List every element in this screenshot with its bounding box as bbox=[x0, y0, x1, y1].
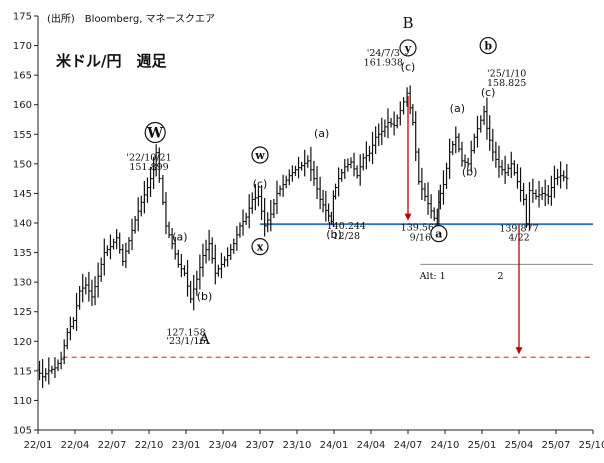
annotation-c-26: (c) bbox=[481, 86, 496, 99]
y-tick-label-155: 155 bbox=[13, 130, 32, 141]
reference-lines bbox=[62, 223, 593, 358]
annotation-a-3: (a) bbox=[172, 231, 187, 244]
wave-label-y-16: y bbox=[404, 42, 412, 55]
x-tick-label-25-07: 25/07 bbox=[542, 440, 571, 451]
x-tick-label-24-04: 24/04 bbox=[357, 440, 386, 451]
annotation-a-7: A bbox=[198, 330, 210, 348]
annotation-a-11: (a) bbox=[314, 127, 329, 140]
y-tick-label-105: 105 bbox=[13, 426, 32, 437]
y-tick-label-120: 120 bbox=[13, 337, 32, 348]
annotation-alt-1-31: Alt: 1 bbox=[419, 271, 446, 282]
x-tick-label-24-01: 24/01 bbox=[320, 440, 349, 451]
annotation-139-877-29: 139.877 bbox=[499, 223, 538, 234]
annotation-140-244-13: 140.244 bbox=[327, 221, 366, 232]
wave-circle-w-8 bbox=[251, 146, 269, 164]
x-tick-label-25-04: 25/04 bbox=[505, 440, 534, 451]
y-tick-label-175: 175 bbox=[13, 12, 32, 23]
annotation-151-899-2: 151.899 bbox=[129, 162, 168, 173]
annotation-b-15: B bbox=[402, 14, 413, 32]
y-tick-label-165: 165 bbox=[13, 71, 32, 82]
price-series bbox=[37, 85, 569, 389]
y-tick-label-130: 130 bbox=[13, 278, 32, 289]
annotation-c-9: (c) bbox=[253, 178, 268, 191]
axes: 105 110 115 120 125 130 135 140 145 150 155 160 165 1… bbox=[13, 12, 604, 452]
y-tick-label-110: 110 bbox=[13, 396, 32, 407]
annotation-139-565-20: 139.565 bbox=[401, 223, 440, 234]
annotation-4-22-30: 4/22 bbox=[508, 233, 529, 244]
annotation-161-938-18: 161.938 bbox=[364, 58, 403, 69]
y-tick-label-145: 145 bbox=[13, 189, 32, 200]
wave-circle-y-16 bbox=[399, 39, 417, 57]
wave-label-b-25: b bbox=[484, 40, 492, 53]
y-tick-label-170: 170 bbox=[13, 41, 32, 52]
annotation-12-28-14: 12/28 bbox=[333, 231, 360, 242]
wave-label-a-22: a bbox=[435, 228, 442, 241]
x-tick-label-22-04: 22/04 bbox=[61, 440, 90, 451]
annotation-a-23: (a) bbox=[450, 102, 465, 115]
x-tick-label-25-01: 25/01 bbox=[468, 440, 497, 451]
wave-circle-x-10 bbox=[251, 238, 269, 256]
annotation-2-32: 2 bbox=[497, 271, 503, 282]
y-tick-label-150: 150 bbox=[13, 159, 32, 170]
arrow-head-1 bbox=[404, 213, 412, 221]
x-tick-label-25-10: 25/10 bbox=[579, 440, 604, 451]
y-tick-label-115: 115 bbox=[13, 366, 32, 377]
x-tick-label-23-07: 23/07 bbox=[246, 440, 275, 451]
annotation-b-12: (b) bbox=[326, 228, 342, 241]
x-tick-label-23-04: 23/04 bbox=[209, 440, 238, 451]
x-tick-label-22-07: 22/07 bbox=[98, 440, 127, 451]
x-tick-label-24-07: 24/07 bbox=[394, 440, 423, 451]
y-tick-label-135: 135 bbox=[13, 248, 32, 259]
annotation-158-825-28: 158.825 bbox=[487, 78, 526, 89]
x-tick-label-24-10: 24/10 bbox=[431, 440, 460, 451]
annotation-24-7-3-17: '24/7/3 bbox=[367, 48, 400, 59]
arrows bbox=[404, 95, 523, 355]
annotation-c-19: (c) bbox=[401, 60, 416, 73]
annotation-b-24: (b) bbox=[462, 166, 478, 179]
x-tick-label-22-10: 22/10 bbox=[135, 440, 164, 451]
annotation-b-4: (b) bbox=[197, 290, 213, 303]
annotation-22-10-21-1: '22/10/21 bbox=[126, 152, 171, 163]
wave-label-w-0: W bbox=[146, 126, 163, 142]
y-tick-label-160: 160 bbox=[13, 100, 32, 111]
y-tick-label-125: 125 bbox=[13, 307, 32, 318]
wave-circle-w-0 bbox=[144, 121, 166, 144]
wave-circle-a-22 bbox=[430, 225, 448, 243]
annotation-127-158-5: 127.158 bbox=[166, 327, 205, 338]
x-tick-label-23-01: 23/01 bbox=[172, 440, 201, 451]
annotation-9-16-21: 9/16 bbox=[410, 233, 431, 244]
x-tick-label-22-01: 22/01 bbox=[24, 440, 53, 451]
wave-circle-b-25 bbox=[479, 36, 497, 55]
annotation-25-1-10-27: '25/1/10 bbox=[487, 68, 526, 79]
wave-label-x-10: x bbox=[257, 241, 264, 254]
y-tick-label-140: 140 bbox=[13, 219, 32, 230]
x-tick-label-23-10: 23/10 bbox=[283, 440, 312, 451]
annotation-23-1-16-6: '23/1/16 bbox=[166, 336, 205, 347]
chart-title: 米ドル/円 週足 bbox=[56, 52, 167, 70]
source-note: (出所) Bloomberg, マネースクエア bbox=[47, 12, 215, 25]
arrow-head-2 bbox=[515, 347, 523, 355]
wave-label-w-8: w bbox=[254, 149, 265, 162]
